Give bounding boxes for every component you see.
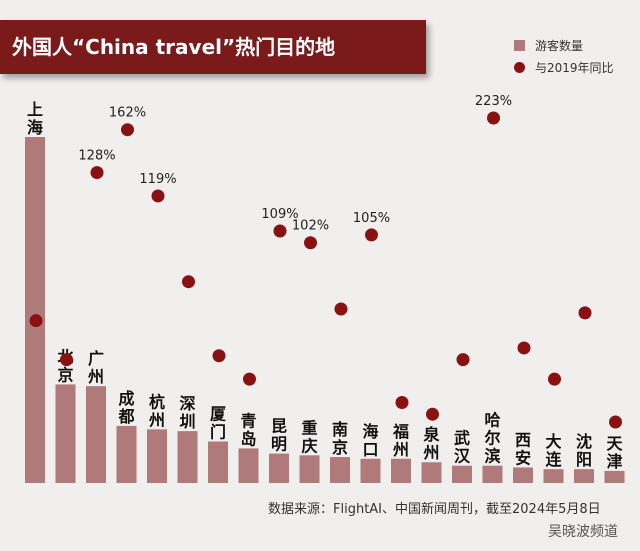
category-label-广州: 广州 [87, 349, 104, 386]
category-label-重庆: 重庆 [300, 418, 317, 455]
category-label-海口: 海口 [362, 422, 378, 459]
dot-西安 [517, 341, 531, 355]
dot-武汉 [456, 353, 470, 367]
dot-昆明 [273, 224, 287, 238]
bar-泉州 [421, 462, 442, 483]
legend-bars-label: 游客数量 [535, 38, 584, 53]
dot-label-哈尔滨: 223% [475, 94, 512, 109]
dot-大连 [548, 372, 561, 386]
dot-哈尔滨 [487, 111, 500, 125]
dot-label-昆明: 109% [261, 207, 298, 222]
legend: 游客数量 与2019年同比 [514, 34, 614, 78]
dot-天津 [609, 415, 622, 429]
dot-沈阳 [578, 306, 592, 320]
category-label-上海: 上海 [27, 100, 43, 137]
category-label-大连: 大连 [545, 432, 562, 469]
bar-武汉 [452, 465, 472, 483]
bar-昆明 [269, 453, 289, 483]
dot-label-重庆: 102% [292, 219, 329, 234]
legend-item-bars: 游客数量 [514, 34, 614, 56]
dot-厦门 [212, 349, 226, 363]
dot-label-成都: 162% [109, 106, 146, 121]
bar-重庆 [299, 455, 320, 483]
bar-海口 [360, 458, 381, 483]
dot-北京 [60, 353, 73, 367]
bar-大连 [543, 469, 564, 483]
bar-厦门 [208, 441, 228, 483]
bar-天津 [604, 470, 625, 483]
category-label-福州: 福州 [392, 422, 409, 459]
bar-哈尔滨 [482, 465, 503, 483]
bar-杭州 [147, 429, 167, 483]
category-label-哈尔滨: 哈尔滨 [484, 411, 500, 466]
watermark: 吴晓波频道 [548, 524, 618, 540]
dot-福州 [395, 396, 409, 410]
bar-成都 [116, 425, 137, 483]
category-label-沈阳: 沈阳 [576, 432, 592, 469]
bar-西安 [513, 467, 533, 483]
dot-上海 [29, 314, 43, 328]
dot-青岛 [243, 372, 256, 386]
category-label-昆明: 昆明 [271, 417, 287, 454]
chart-title: 外国人“China travel”热门目的地 [0, 20, 426, 74]
dot-深圳 [182, 275, 195, 289]
legend-dots-label: 与2019年同比 [535, 60, 614, 75]
category-label-南京: 南京 [332, 420, 348, 457]
category-label-深圳: 深圳 [179, 394, 195, 431]
legend-item-dots: 与2019年同比 [514, 56, 614, 78]
category-label-西安: 西安 [515, 430, 531, 467]
legend-dot-swatch [514, 61, 525, 73]
legend-bar-swatch [514, 39, 525, 51]
category-label-武汉: 武汉 [454, 429, 471, 466]
source-note: 数据来源：FlightAI、中国新闻周刊，截至2024年5月8日 [268, 502, 601, 517]
category-label-天津: 天津 [606, 434, 623, 471]
bar-福州 [391, 458, 411, 483]
category-label-杭州: 杭州 [148, 392, 165, 429]
bar-青岛 [238, 448, 259, 483]
dot-label-海口: 105% [353, 211, 390, 226]
bar-上海 [25, 137, 45, 483]
bar-广州 [86, 386, 106, 483]
dot-广州 [90, 166, 104, 180]
dot-成都 [121, 123, 134, 137]
bar-深圳 [177, 431, 198, 483]
dot-泉州 [426, 407, 439, 421]
bar-南京 [330, 457, 350, 483]
category-label-青岛: 青岛 [240, 411, 256, 448]
dot-海口 [365, 228, 378, 242]
dot-重庆 [304, 236, 317, 250]
dot-label-广州: 128% [78, 149, 115, 164]
bar-北京 [55, 384, 76, 483]
dot-label-杭州: 119% [139, 172, 176, 187]
category-label-泉州: 泉州 [422, 425, 440, 462]
category-label-厦门: 厦门 [210, 404, 227, 441]
bar-沈阳 [574, 469, 594, 483]
category-label-成都: 成都 [117, 389, 134, 426]
dot-南京 [334, 302, 348, 316]
dot-杭州 [151, 189, 165, 203]
